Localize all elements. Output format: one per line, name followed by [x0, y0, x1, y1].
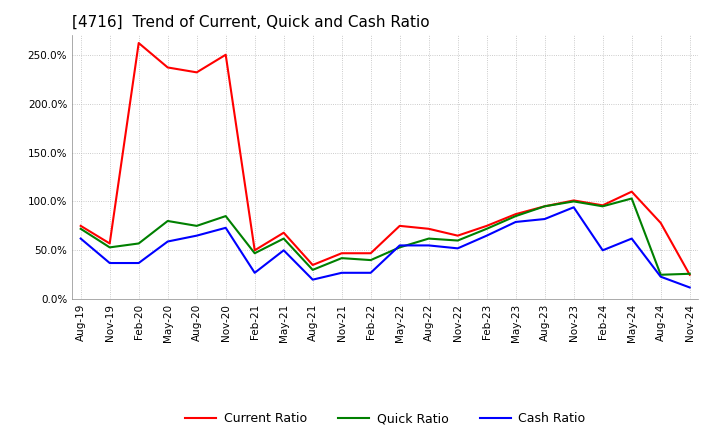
- Current Ratio: [135, 40, 143, 46]
- Current Ratio: [395, 223, 404, 228]
- Current Ratio: [541, 204, 549, 209]
- Current Ratio: [685, 272, 694, 277]
- Cash Ratio: [424, 243, 433, 248]
- Text: [4716]  Trend of Current, Quick and Cash Ratio: [4716] Trend of Current, Quick and Cash …: [72, 15, 430, 30]
- Quick Ratio: [192, 223, 201, 228]
- Quick Ratio: [366, 257, 375, 263]
- Cash Ratio: [221, 225, 230, 231]
- Line: Quick Ratio: Quick Ratio: [81, 198, 690, 275]
- Current Ratio: [598, 203, 607, 208]
- Current Ratio: [366, 251, 375, 256]
- Quick Ratio: [308, 267, 317, 272]
- Quick Ratio: [685, 271, 694, 276]
- Current Ratio: [482, 223, 491, 228]
- Current Ratio: [511, 212, 520, 217]
- Current Ratio: [657, 220, 665, 226]
- Quick Ratio: [570, 199, 578, 204]
- Quick Ratio: [395, 245, 404, 250]
- Quick Ratio: [279, 236, 288, 241]
- Cash Ratio: [308, 277, 317, 282]
- Current Ratio: [570, 198, 578, 203]
- Quick Ratio: [511, 213, 520, 219]
- Cash Ratio: [163, 239, 172, 244]
- Current Ratio: [251, 248, 259, 253]
- Cash Ratio: [627, 236, 636, 241]
- Cash Ratio: [541, 216, 549, 222]
- Current Ratio: [105, 241, 114, 246]
- Quick Ratio: [338, 256, 346, 261]
- Cash Ratio: [454, 246, 462, 251]
- Current Ratio: [192, 70, 201, 75]
- Cash Ratio: [366, 270, 375, 275]
- Quick Ratio: [251, 251, 259, 256]
- Cash Ratio: [657, 274, 665, 279]
- Legend: Current Ratio, Quick Ratio, Cash Ratio: Current Ratio, Quick Ratio, Cash Ratio: [180, 407, 590, 430]
- Line: Cash Ratio: Cash Ratio: [81, 207, 690, 287]
- Quick Ratio: [454, 238, 462, 243]
- Line: Current Ratio: Current Ratio: [81, 43, 690, 275]
- Current Ratio: [76, 223, 85, 228]
- Cash Ratio: [105, 260, 114, 266]
- Quick Ratio: [424, 236, 433, 241]
- Current Ratio: [424, 226, 433, 231]
- Current Ratio: [221, 52, 230, 57]
- Quick Ratio: [105, 245, 114, 250]
- Cash Ratio: [570, 205, 578, 210]
- Quick Ratio: [598, 204, 607, 209]
- Quick Ratio: [221, 213, 230, 219]
- Quick Ratio: [541, 204, 549, 209]
- Cash Ratio: [192, 233, 201, 238]
- Cash Ratio: [279, 248, 288, 253]
- Current Ratio: [163, 65, 172, 70]
- Quick Ratio: [163, 218, 172, 224]
- Quick Ratio: [76, 226, 85, 231]
- Current Ratio: [308, 262, 317, 268]
- Quick Ratio: [482, 226, 491, 231]
- Quick Ratio: [657, 272, 665, 277]
- Cash Ratio: [511, 219, 520, 224]
- Cash Ratio: [598, 248, 607, 253]
- Cash Ratio: [685, 285, 694, 290]
- Cash Ratio: [135, 260, 143, 266]
- Current Ratio: [454, 233, 462, 238]
- Current Ratio: [279, 230, 288, 235]
- Cash Ratio: [338, 270, 346, 275]
- Cash Ratio: [251, 270, 259, 275]
- Quick Ratio: [627, 196, 636, 201]
- Current Ratio: [627, 189, 636, 194]
- Cash Ratio: [76, 236, 85, 241]
- Current Ratio: [338, 251, 346, 256]
- Quick Ratio: [135, 241, 143, 246]
- Cash Ratio: [482, 233, 491, 238]
- Cash Ratio: [395, 243, 404, 248]
